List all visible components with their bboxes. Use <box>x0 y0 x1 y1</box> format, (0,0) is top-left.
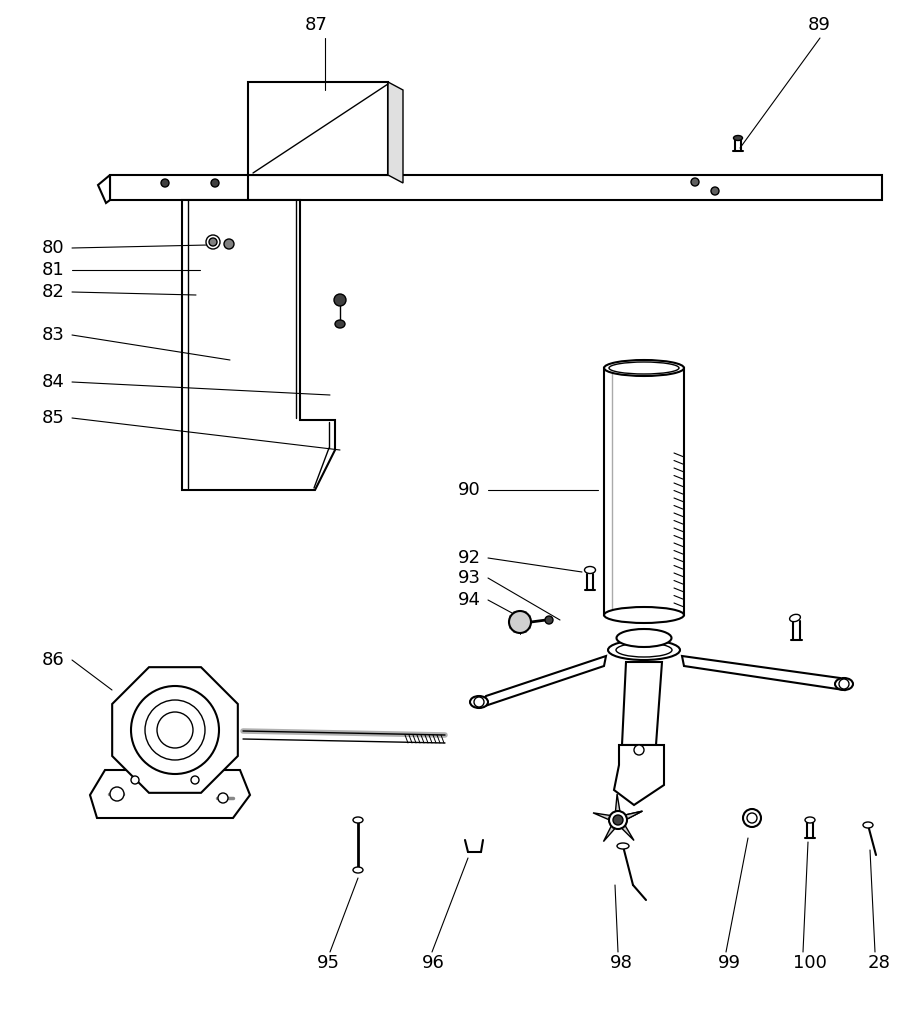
Ellipse shape <box>617 843 629 849</box>
Ellipse shape <box>790 614 800 622</box>
Text: 81: 81 <box>42 261 65 279</box>
Polygon shape <box>388 82 403 183</box>
Polygon shape <box>110 175 882 200</box>
Polygon shape <box>621 824 634 841</box>
Text: 99: 99 <box>718 954 741 972</box>
Circle shape <box>634 745 644 755</box>
Circle shape <box>711 187 719 195</box>
Ellipse shape <box>616 643 672 657</box>
Ellipse shape <box>805 817 815 823</box>
Text: 90: 90 <box>458 481 480 499</box>
Ellipse shape <box>470 696 488 708</box>
Circle shape <box>206 234 220 249</box>
Polygon shape <box>625 811 642 819</box>
Text: 82: 82 <box>42 283 65 301</box>
Text: 85: 85 <box>42 409 65 427</box>
Text: 83: 83 <box>42 326 65 344</box>
Ellipse shape <box>335 319 345 328</box>
Text: 86: 86 <box>42 651 65 669</box>
Circle shape <box>609 811 627 829</box>
Polygon shape <box>614 745 664 805</box>
Polygon shape <box>182 200 335 490</box>
Polygon shape <box>603 825 615 842</box>
Ellipse shape <box>608 640 680 660</box>
Text: 80: 80 <box>42 239 65 257</box>
Ellipse shape <box>863 822 873 828</box>
Circle shape <box>334 294 346 306</box>
Circle shape <box>224 239 234 249</box>
Ellipse shape <box>585 566 595 573</box>
Polygon shape <box>593 813 612 820</box>
Text: 98: 98 <box>610 954 633 972</box>
Circle shape <box>131 686 219 774</box>
Circle shape <box>191 776 199 784</box>
Circle shape <box>145 700 205 760</box>
Circle shape <box>209 238 217 246</box>
Circle shape <box>743 809 761 827</box>
Circle shape <box>110 787 124 801</box>
Circle shape <box>157 712 193 748</box>
Circle shape <box>161 179 169 187</box>
Circle shape <box>545 616 553 624</box>
Circle shape <box>218 793 228 803</box>
Ellipse shape <box>604 607 684 623</box>
Text: 28: 28 <box>868 954 891 972</box>
Ellipse shape <box>609 362 679 374</box>
Circle shape <box>474 697 484 707</box>
Polygon shape <box>98 175 110 203</box>
Circle shape <box>839 679 849 689</box>
Ellipse shape <box>616 629 672 647</box>
Polygon shape <box>682 656 844 690</box>
Circle shape <box>211 179 219 187</box>
Ellipse shape <box>353 817 363 823</box>
Text: 95: 95 <box>317 954 340 972</box>
Polygon shape <box>479 656 606 708</box>
Ellipse shape <box>353 867 363 873</box>
Text: 84: 84 <box>42 373 65 391</box>
Ellipse shape <box>604 360 684 376</box>
Text: 87: 87 <box>305 16 328 34</box>
Circle shape <box>131 776 139 784</box>
Circle shape <box>747 813 757 823</box>
Text: 100: 100 <box>793 954 827 972</box>
Text: 89: 89 <box>808 16 831 34</box>
Ellipse shape <box>835 678 853 690</box>
Text: 94: 94 <box>458 591 481 609</box>
Polygon shape <box>615 794 620 812</box>
Circle shape <box>613 815 623 825</box>
Bar <box>248 82 388 175</box>
Polygon shape <box>625 811 642 819</box>
Text: 96: 96 <box>422 954 444 972</box>
Circle shape <box>691 178 699 186</box>
Bar <box>604 368 684 615</box>
Text: 93: 93 <box>458 569 481 587</box>
Polygon shape <box>622 662 662 745</box>
Text: 92: 92 <box>458 549 481 567</box>
Circle shape <box>509 611 531 633</box>
Polygon shape <box>112 668 237 793</box>
Polygon shape <box>90 770 250 818</box>
Ellipse shape <box>734 135 743 140</box>
